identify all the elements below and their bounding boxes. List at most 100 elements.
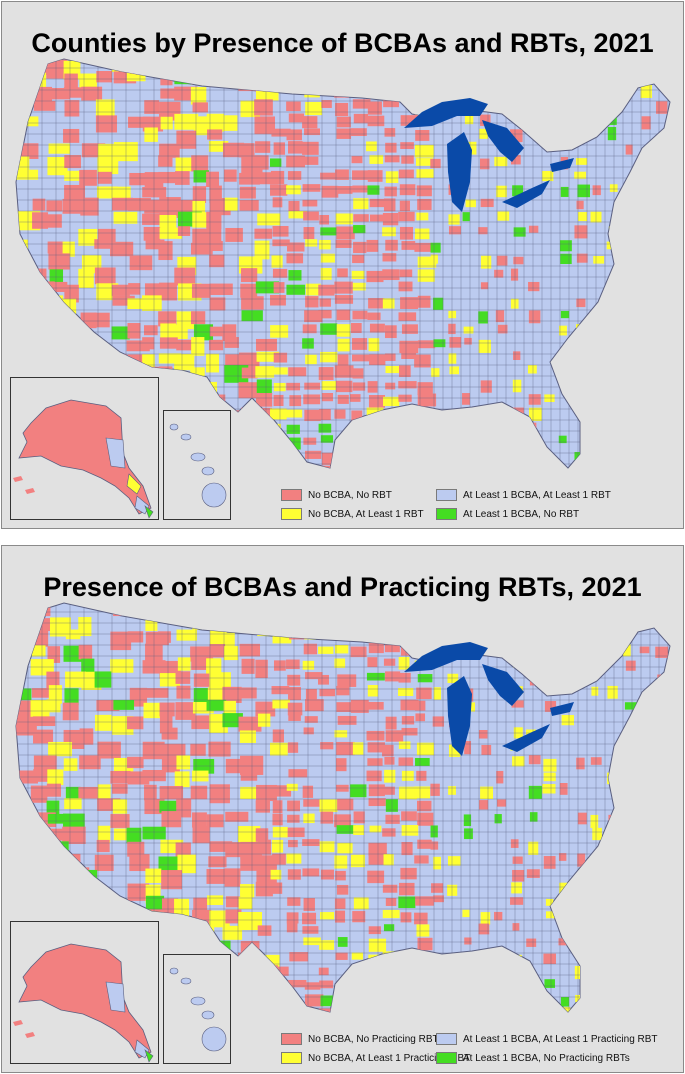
county <box>161 757 180 773</box>
county <box>303 211 319 221</box>
county <box>238 896 253 910</box>
county <box>510 268 519 281</box>
county <box>447 72 456 83</box>
county <box>352 368 364 379</box>
county <box>337 338 350 352</box>
county <box>385 671 401 682</box>
county <box>401 422 419 432</box>
county <box>129 854 150 872</box>
county <box>352 282 366 291</box>
county <box>655 882 668 891</box>
county <box>353 897 369 910</box>
county <box>641 116 651 130</box>
county <box>142 354 155 371</box>
county <box>174 898 190 918</box>
county <box>302 116 318 129</box>
county <box>158 171 178 184</box>
legend-item: No BCBA, At Least 1 RBT <box>281 507 424 521</box>
county <box>382 298 395 309</box>
county <box>222 925 243 940</box>
county <box>400 966 419 980</box>
county <box>65 786 81 801</box>
county <box>303 799 322 807</box>
county <box>399 435 413 448</box>
county <box>158 396 178 409</box>
county <box>335 910 346 923</box>
county <box>398 281 413 292</box>
county <box>144 100 160 114</box>
county <box>576 757 585 770</box>
county <box>158 155 173 167</box>
county <box>33 323 48 337</box>
county <box>272 800 283 814</box>
county <box>302 199 318 207</box>
county <box>305 283 321 296</box>
county <box>449 631 461 639</box>
county <box>319 465 337 468</box>
legend-label: At Least 1 BCBA, No Practicing RBTs <box>463 1052 630 1064</box>
county <box>526 659 534 673</box>
county <box>415 700 426 711</box>
county <box>193 170 210 183</box>
county <box>319 214 330 225</box>
county <box>78 337 99 352</box>
county <box>320 323 338 335</box>
county <box>289 952 309 962</box>
county <box>113 603 133 617</box>
county <box>368 798 386 807</box>
county <box>401 616 416 624</box>
county <box>176 629 197 641</box>
county <box>305 699 324 712</box>
hawaii-map <box>169 423 227 508</box>
county <box>414 242 432 252</box>
county <box>240 979 265 997</box>
county <box>622 226 636 238</box>
county <box>590 340 604 349</box>
county <box>289 59 303 70</box>
county <box>288 367 307 377</box>
county <box>112 295 135 306</box>
county <box>400 993 415 1004</box>
county <box>382 227 396 237</box>
county <box>430 254 438 264</box>
county <box>640 841 651 850</box>
county <box>464 337 472 345</box>
county <box>112 783 128 794</box>
county <box>240 424 264 436</box>
county <box>511 700 524 708</box>
county <box>207 129 223 140</box>
county <box>657 325 669 333</box>
county <box>113 699 135 710</box>
county <box>78 268 94 288</box>
county <box>288 211 308 219</box>
county <box>241 438 259 453</box>
county <box>528 755 541 765</box>
county <box>81 86 103 101</box>
county <box>513 603 527 613</box>
county <box>97 171 112 184</box>
county <box>97 157 119 175</box>
county <box>480 282 489 290</box>
alaska-inset <box>10 921 159 1064</box>
county <box>192 909 212 930</box>
county <box>351 952 363 960</box>
county <box>78 786 101 799</box>
county <box>272 785 292 797</box>
county <box>49 88 71 100</box>
county <box>574 340 582 351</box>
county <box>494 156 508 167</box>
county <box>480 380 492 393</box>
county <box>241 603 256 614</box>
county <box>430 993 442 1001</box>
county <box>657 841 670 855</box>
county <box>625 812 635 826</box>
county <box>382 213 399 226</box>
county <box>129 255 153 271</box>
county <box>46 783 61 797</box>
county <box>384 994 398 1004</box>
county <box>225 896 241 908</box>
county <box>352 742 364 755</box>
county <box>337 842 353 854</box>
county <box>303 394 321 405</box>
county <box>674 296 684 303</box>
